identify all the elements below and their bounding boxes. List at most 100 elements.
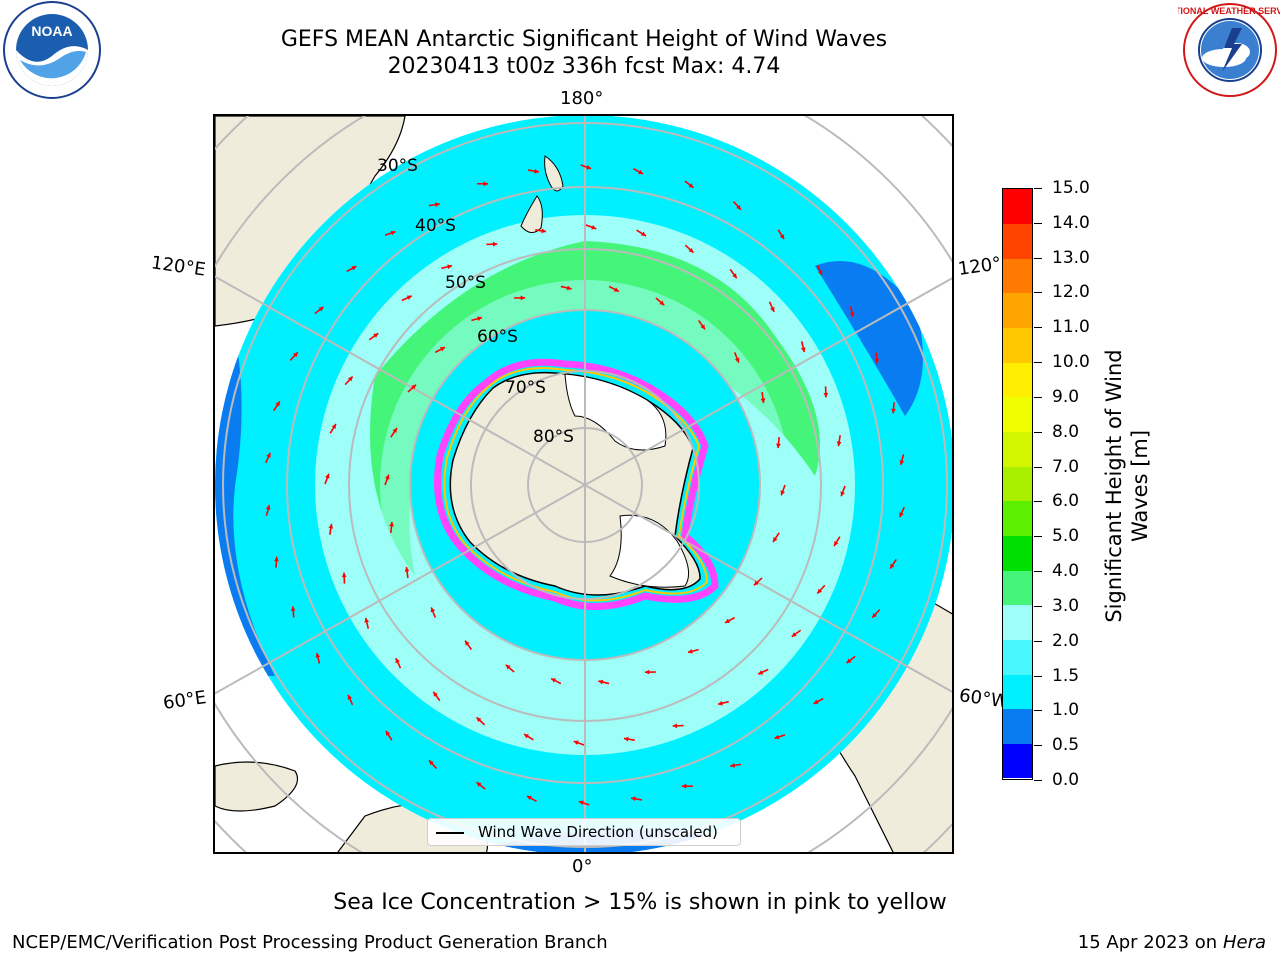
wind-wave-arrowhead [465, 640, 470, 646]
wind-wave-arrowhead [849, 312, 855, 318]
colorbar-segment [1003, 258, 1032, 294]
wind-wave-arrowhead [373, 333, 379, 338]
chart-title: GEFS MEAN Antarctic Significant Height o… [280, 27, 888, 52]
polar-map: 30°S 40°S 50°S 60°S 70°S 80°S [215, 116, 952, 852]
wind-wave-arrowhead [700, 324, 705, 330]
wind-wave-arrowhead [736, 204, 741, 210]
wind-wave-arrowhead [890, 563, 895, 569]
wind-wave-arrowhead [760, 398, 766, 403]
lon-label-120e: 120°E [149, 252, 207, 281]
wind-wave-arrowhead [813, 699, 819, 704]
wind-wave-arrowhead [390, 230, 396, 236]
colorbar-segment [1003, 466, 1032, 502]
wind-wave-arrowhead [318, 306, 324, 312]
legend-label: Wind Wave Direction (unscaled) [478, 823, 718, 841]
wind-wave-arrowhead [520, 295, 526, 301]
wind-wave-arrowhead [404, 567, 410, 572]
wind-wave-arrowhead [411, 384, 417, 390]
lat-label-50s: 50°S [445, 273, 486, 293]
wind-wave-arrowhead [891, 408, 896, 414]
wind-wave-arrowhead [725, 618, 731, 623]
wind-wave-arrowhead [872, 612, 877, 618]
wind-wave-arrowhead [439, 347, 445, 352]
wind-wave-arrowhead [526, 796, 532, 801]
colorbar-tick [1034, 675, 1042, 677]
colorbar-tick [1034, 571, 1042, 573]
wind-wave-arrowhead [447, 264, 453, 270]
wind-wave-arrowhead [523, 734, 529, 739]
lon-label-60e: 60°E [161, 687, 208, 714]
sea-ice-note: Sea Ice Concentration > 15% is shown in … [333, 890, 947, 915]
wind-wave-arrowhead [730, 763, 735, 768]
colorbar-label-line1: Significant Height of Wind [1102, 349, 1126, 623]
wind-wave-arrowhead [780, 490, 785, 496]
colorbar-tick [1034, 501, 1042, 503]
wind-wave-arrowhead [347, 694, 353, 700]
colorbar-segment [1003, 500, 1032, 536]
wind-wave-arrowhead [265, 505, 271, 510]
wind-wave-arrowhead [483, 181, 489, 187]
colorbar-tick-label: 12.0 [1052, 282, 1090, 303]
wind-wave-arrowhead [392, 428, 397, 433]
wind-wave-arrowhead [573, 740, 579, 745]
wind-wave-arrowhead [834, 541, 839, 547]
wind-wave-arrowhead [341, 572, 347, 578]
colorbar-tick-label: 8.0 [1052, 421, 1080, 442]
sea-ice-edge-inner [443, 367, 709, 602]
wind-wave-arrowhead [477, 316, 483, 322]
colorbar-tick-label: 14.0 [1052, 212, 1090, 233]
wind-wave-arrowhead [779, 234, 785, 240]
wind-wave-arrowhead [266, 452, 271, 458]
colorbar-label-line2: Waves [m] [1128, 429, 1152, 543]
wind-wave-arrowhead [551, 678, 557, 683]
colorbar-segment [1003, 362, 1032, 398]
map-panel: 30°S 40°S 50°S 60°S 70°S 80°S [213, 114, 954, 854]
colorbar-segment [1003, 292, 1032, 329]
wind-wave-arrowhead [505, 664, 511, 670]
wind-wave-arrowhead [732, 273, 737, 279]
colorbar-tick-label: 13.0 [1052, 247, 1090, 268]
wind-wave-arrowhead [566, 285, 572, 291]
colorbar-tick [1034, 222, 1042, 224]
wind-wave-arrowhead [476, 782, 482, 787]
wind-wave-arrowhead [364, 617, 370, 623]
wind-wave-arrowhead [717, 700, 723, 706]
wind-wave-arrowhead [672, 723, 678, 729]
colorbar-tick [1034, 188, 1042, 189]
wind-wave-arrowhead [591, 225, 597, 230]
wind-wave-arrowhead [613, 287, 619, 292]
nws-logo: NATIONAL WEATHER SERVICE [1163, 0, 1280, 100]
colorbar-tick-label: 9.0 [1052, 386, 1080, 407]
wind-wave-arrowhead [492, 241, 498, 247]
wind-wave-arrows [265, 164, 905, 806]
colorbar-tick-label: 11.0 [1052, 317, 1090, 338]
wind-wave-arrowhead [688, 247, 694, 253]
colorbar-tick-label: 6.0 [1052, 491, 1080, 512]
wind-wave-arrowhead [541, 228, 547, 234]
colorbar-tick [1034, 640, 1042, 642]
credit-date-text: 15 Apr 2023 on [1077, 932, 1223, 953]
colorbar-segment [1003, 604, 1032, 640]
colorbar-tick-label: 4.0 [1052, 561, 1080, 582]
colorbar-segment [1003, 223, 1032, 259]
colorbar-tick [1034, 466, 1042, 468]
wind-wave-arrowhead [791, 632, 797, 637]
colorbar-tick-label: 5.0 [1052, 526, 1080, 547]
colorbar-tick [1034, 362, 1042, 364]
wind-wave-arrowhead [681, 783, 687, 789]
colorbar-tick [1034, 605, 1042, 607]
wind-wave-arrowhead [476, 717, 482, 723]
colorbar-tick-label: 1.0 [1052, 700, 1080, 721]
wind-wave-arrowhead [836, 441, 842, 447]
colorbar-segment [1003, 639, 1032, 675]
colorbar-segment [1003, 570, 1032, 606]
wind-wave-arrowhead [899, 512, 904, 518]
wind-wave-arrowhead [638, 169, 644, 174]
wind-wave-arrowhead [534, 168, 539, 174]
graticule [215, 116, 952, 852]
wind-wave-arrowhead [429, 760, 434, 766]
colorbar-segment [1003, 189, 1032, 225]
wind-wave-arrowhead [274, 556, 279, 562]
lon-label-60w: 60°W [957, 685, 1005, 712]
wind-wave-arrowhead [644, 669, 650, 675]
